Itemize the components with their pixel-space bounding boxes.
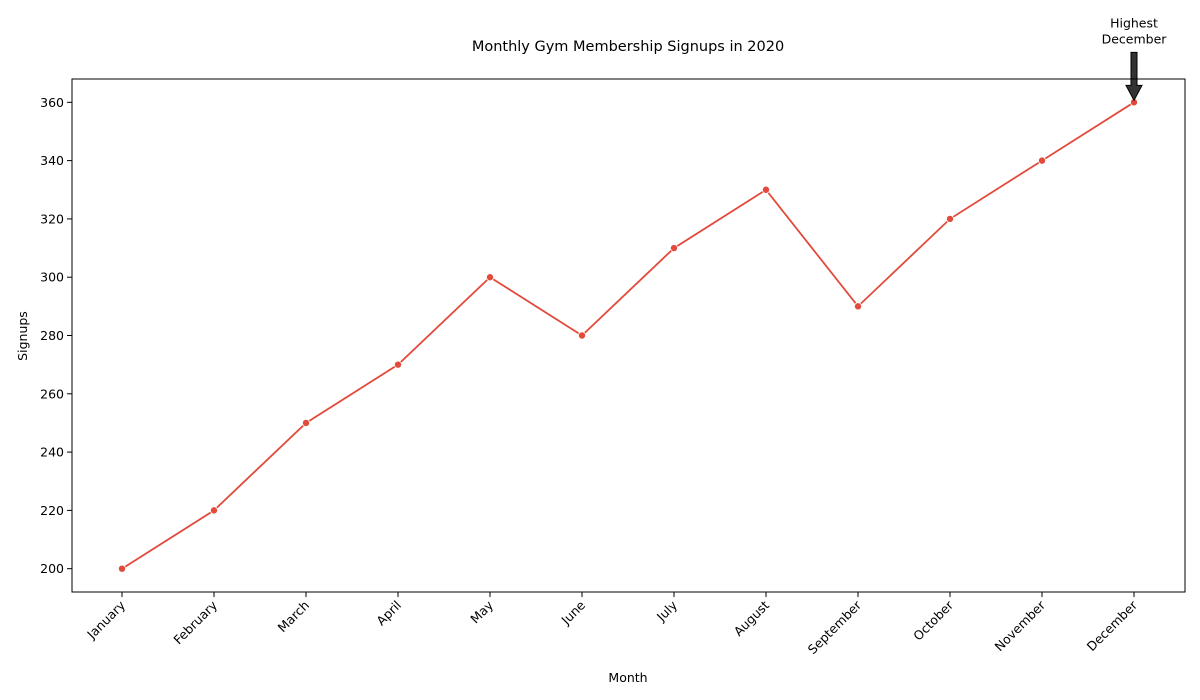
data-point <box>393 360 402 369</box>
data-point <box>485 273 494 282</box>
x-tick-label: November <box>992 597 1049 654</box>
data-point <box>670 244 679 253</box>
y-tick-label: 220 <box>40 503 64 518</box>
y-tick-label: 260 <box>40 386 64 401</box>
series-line-group <box>118 98 1139 573</box>
series-line <box>121 101 1135 570</box>
data-point <box>762 185 771 194</box>
annotation-arrow <box>1125 51 1143 102</box>
y-tick-label: 340 <box>40 153 64 168</box>
y-tick-label: 240 <box>40 445 64 460</box>
annotation-text-line2: December <box>1102 31 1168 46</box>
x-tick-label: October <box>910 597 957 644</box>
y-tick-label: 280 <box>40 328 64 343</box>
x-tick-label: February <box>170 597 220 647</box>
x-tick-label: March <box>275 598 313 636</box>
y-tick-label: 320 <box>40 211 64 226</box>
x-tick-label: April <box>373 598 404 629</box>
data-point <box>209 506 218 515</box>
y-axis-label: Signups <box>15 311 30 361</box>
plot-frame <box>71 78 1186 593</box>
data-point <box>118 564 127 573</box>
y-axis: 200 220 240 260 280 300 320 340 360 <box>40 95 72 576</box>
y-tick-label: 300 <box>40 270 64 285</box>
chart-title: Monthly Gym Membership Signups in 2020 <box>472 39 784 55</box>
x-tick-label: July <box>653 597 681 625</box>
x-tick-label: December <box>1084 597 1141 654</box>
x-axis-label: Month <box>608 670 647 685</box>
annotation-text-line1: Highest <box>1110 15 1158 30</box>
data-point <box>946 214 955 223</box>
data-point <box>854 302 863 311</box>
x-tick-label: May <box>467 597 496 626</box>
x-tick-label: June <box>558 597 589 628</box>
data-point <box>301 418 310 427</box>
data-point <box>578 331 587 340</box>
x-tick-label: August <box>731 597 773 639</box>
y-tick-label: 200 <box>40 561 64 576</box>
x-tick-label: January <box>83 597 128 642</box>
annotation: Highest December <box>1102 15 1168 102</box>
x-axis: January February March April May June July Augu… <box>83 592 1141 657</box>
x-tick-label: September <box>805 597 865 657</box>
data-point <box>1038 156 1047 165</box>
y-tick-label: 360 <box>40 95 64 110</box>
